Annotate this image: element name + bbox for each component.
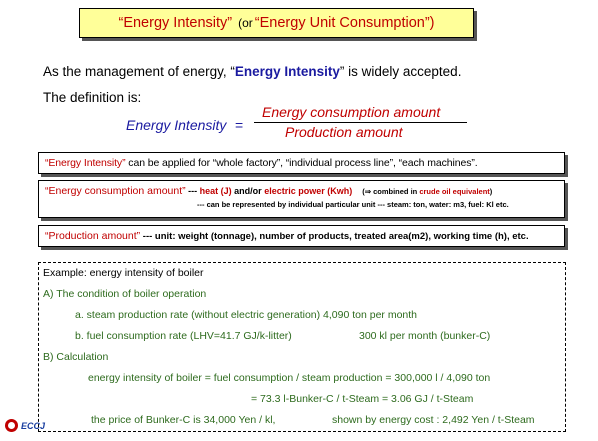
example-a-line-2-right: 300 kl per month (bunker-C)	[359, 330, 491, 342]
box2-crude: crude oil equivalent	[419, 187, 490, 196]
formula-lhs: Energy Intensity	[126, 117, 227, 133]
example-heading: Example: energy intensity of boiler	[43, 267, 204, 279]
box2-electric: electric power (Kwh)	[264, 186, 353, 196]
box2-heat: heat (J)	[199, 186, 232, 196]
title-main: “Energy Intensity”	[118, 15, 233, 31]
box3-key: “Production amount”	[45, 230, 141, 242]
intro-bold: Energy Intensity	[234, 64, 340, 79]
example-b-line-3-left: the price of Bunker-C is 34,000 Yen / kl…	[91, 414, 276, 426]
example-a-heading: A) The condition of boiler operation	[43, 288, 207, 300]
example-a-line-2-left: b. fuel consumption rate (LHV=41.7 GJ/k-…	[75, 330, 292, 342]
definition-box-production: “Production amount” --- unit: weight (to…	[38, 225, 565, 247]
example-b-line-3-right: shown by energy cost : 2,492 Yen / t-Ste…	[332, 414, 535, 426]
intro-post: ” is widely accepted.	[339, 64, 462, 79]
formula-denominator: Production amount	[285, 124, 403, 140]
example-box: Example: energy intensity of boiler A) T…	[38, 262, 566, 432]
box3-text: --- unit: weight (tonnage), number of pr…	[140, 231, 529, 242]
title-or: (or	[238, 16, 253, 30]
title-alt: “Energy Unit Consumption”)	[254, 15, 435, 31]
logo-mark-icon	[5, 419, 18, 432]
box2-line-2: --- can be represented by individual par…	[197, 200, 509, 209]
formula-numerator: Energy consumption amount	[262, 104, 441, 120]
intro-pre: As the management of energy, “	[43, 64, 235, 79]
box2-paren: (⇒ combined in	[362, 187, 420, 196]
definition-box-consumption: “Energy consumption amount” --- heat (J)…	[38, 180, 565, 218]
logo-text: ECCJ	[21, 420, 46, 431]
box1-key: “Energy Intensity”	[45, 157, 126, 169]
intro-line-2: The definition is:	[43, 90, 142, 105]
definition-box-intensity: “Energy Intensity” can be applied for “w…	[38, 152, 565, 174]
example-b-line-1: energy intensity of boiler = fuel consum…	[88, 372, 491, 384]
box1-text: can be applied for “whole factory”, “ind…	[125, 157, 478, 169]
example-b-line-2: = 73.3 l-Bunker-C / t-Steam = 3.06 GJ / …	[251, 393, 474, 405]
fraction-bar	[254, 122, 467, 123]
box2-line-1: “Energy consumption amount” --- heat (J)…	[45, 185, 558, 197]
box2-close: )	[489, 187, 493, 196]
box2-key: “Energy consumption amount”	[45, 185, 186, 197]
box2-dash: ---	[185, 186, 200, 196]
box2-andor: and/or	[231, 186, 265, 196]
eccj-logo: ECCJ	[5, 419, 45, 432]
example-a-line-1: a. steam production rate (without electr…	[75, 309, 418, 321]
formula-equals: =	[235, 117, 244, 133]
title-box: “Energy Intensity” (or “Energy Unit Cons…	[79, 8, 474, 38]
example-b-heading: B) Calculation	[43, 351, 109, 363]
intro-line-1: As the management of energy, “Energy Int…	[43, 64, 461, 79]
